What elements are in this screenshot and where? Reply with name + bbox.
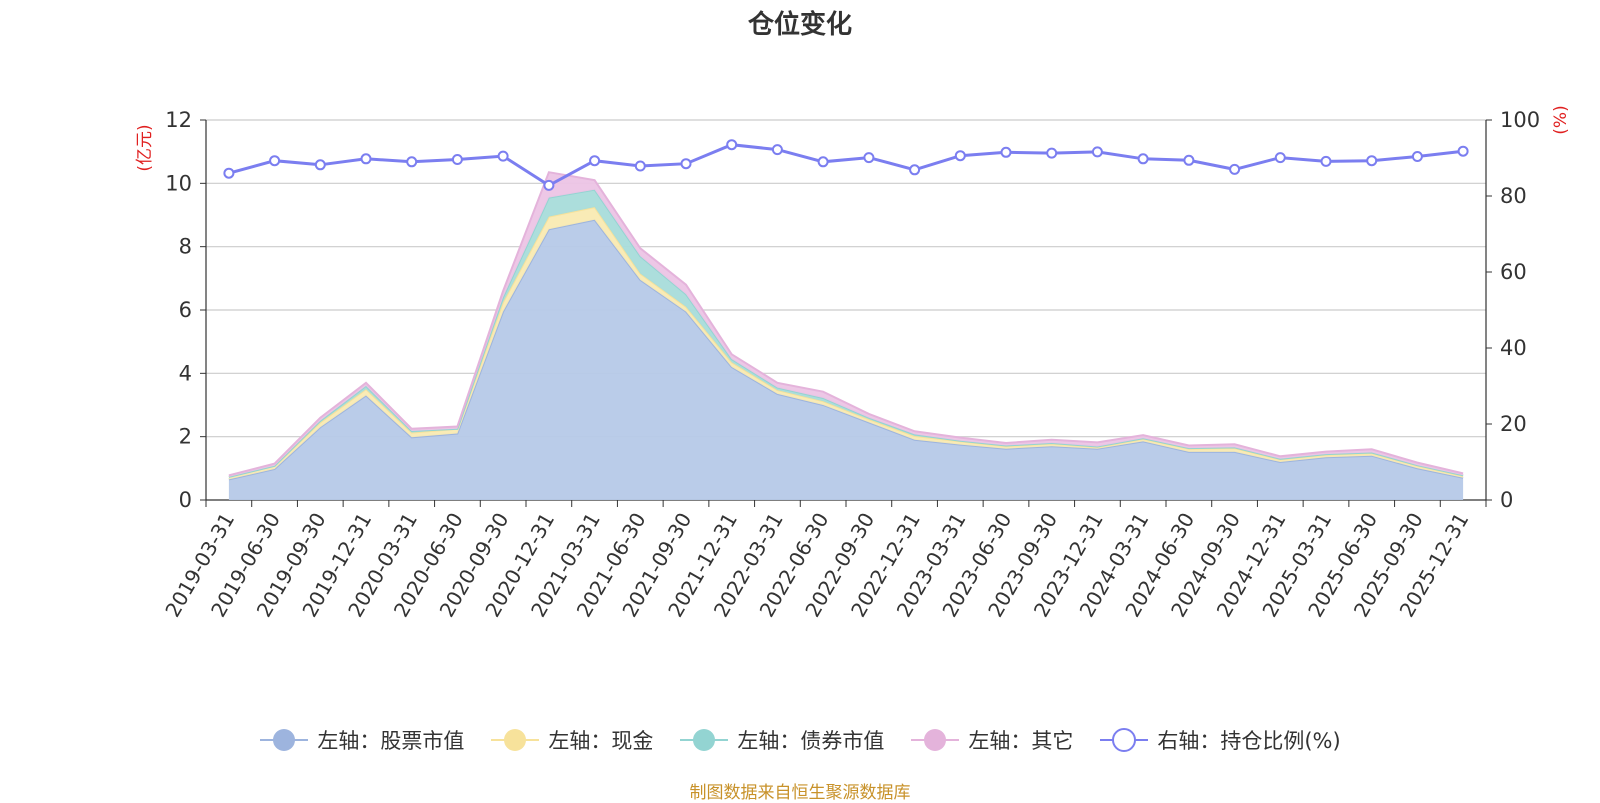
y-left-tick-label: 2 — [179, 425, 192, 449]
legend-label: 左轴：股票市值 — [317, 729, 465, 753]
legend-item[interactable]: 左轴：债券市值 — [679, 725, 884, 755]
line-point — [1046, 147, 1058, 159]
left-unit-label: (亿元) — [135, 124, 155, 171]
line-point — [406, 156, 418, 168]
line-point — [863, 152, 875, 164]
line-point — [497, 150, 509, 162]
legend-marker-icon — [491, 729, 540, 751]
line-point — [909, 164, 921, 176]
y-right-tick-label: 20 — [1500, 412, 1527, 436]
y-left-tick-label: 6 — [179, 298, 192, 322]
legend-item[interactable]: 右轴：持仓比例(%) — [1099, 725, 1341, 755]
y-right-tick-label: 0 — [1500, 488, 1513, 512]
chart-canvas: 024681012020406080100(亿元)(%)2019-03-3120… — [135, 105, 1571, 621]
right-unit-label: (%) — [1551, 105, 1571, 134]
line-point — [1366, 155, 1378, 167]
area-左轴：股票市值 — [228, 219, 1464, 501]
legend-label: 左轴：现金 — [548, 729, 654, 753]
legend-item[interactable]: 左轴：股票市值 — [259, 725, 464, 755]
line-point — [589, 155, 601, 167]
y-left-tick-label: 0 — [179, 488, 192, 512]
legend-item[interactable]: 左轴：其它 — [910, 725, 1073, 755]
y-left-tick-label: 10 — [165, 171, 192, 195]
legend-marker-icon — [911, 729, 960, 751]
legend-marker-icon — [1100, 728, 1149, 752]
line-point — [269, 155, 281, 167]
chart-legend: 左轴：股票市值 左轴：现金 左轴：债券市值 左轴：其它 右轴：持仓比例(%) — [0, 722, 1600, 758]
line-point — [1411, 151, 1423, 162]
line-point — [1091, 146, 1103, 158]
y-left-tick-label: 8 — [179, 235, 192, 259]
line-point — [314, 159, 326, 171]
line-point — [771, 144, 783, 156]
line-point — [634, 160, 646, 172]
legend-label: 左轴：债券市值 — [737, 729, 885, 753]
legend-item[interactable]: 左轴：现金 — [490, 725, 653, 755]
y-right-tick-label: 100 — [1500, 108, 1540, 132]
legend-marker-icon — [680, 729, 729, 751]
y-right-tick-label: 80 — [1500, 184, 1527, 208]
legend-marker-icon — [260, 729, 309, 751]
line-point — [451, 154, 463, 165]
line-point — [680, 158, 692, 170]
line-point — [1229, 163, 1241, 175]
y-right-tick-label: 40 — [1500, 336, 1527, 360]
y-right-tick-label: 60 — [1500, 260, 1527, 284]
area-edge-左轴：其它 — [228, 171, 1464, 477]
chart-title: 仓位变化 — [747, 10, 852, 40]
line-point — [726, 139, 738, 151]
legend-label: 右轴：持仓比例(%) — [1157, 729, 1341, 753]
line-point — [1137, 153, 1149, 165]
line-point — [1183, 154, 1195, 166]
legend-label: 左轴：其它 — [968, 729, 1074, 753]
y-left-tick-label: 12 — [165, 108, 192, 132]
line-point — [360, 153, 372, 165]
line-point — [1274, 152, 1286, 164]
line-point — [817, 156, 829, 168]
y-left-tick-label: 4 — [179, 361, 192, 385]
line-point — [954, 150, 966, 162]
line-point — [1320, 155, 1332, 167]
line-point — [1457, 145, 1469, 157]
line-point — [543, 179, 555, 191]
line-point — [223, 167, 235, 179]
line-series — [228, 143, 1464, 188]
data-source-note: 制图数据来自恒生聚源数据库 — [689, 783, 911, 803]
line-point — [1000, 146, 1012, 158]
